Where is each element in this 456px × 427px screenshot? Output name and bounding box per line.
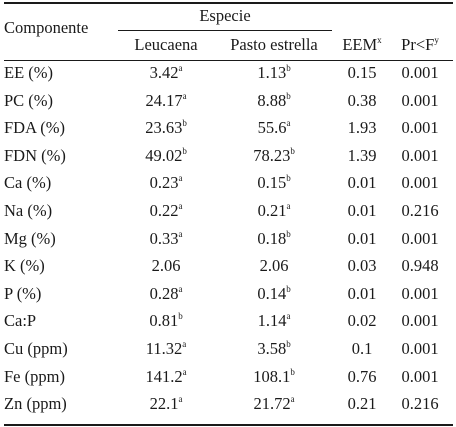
cell-pr-f: 0.001 [401,339,439,358]
cell-pr-f: 0.001 [401,63,439,82]
cell-leucaena: 0.28a [149,283,183,303]
cell-eem: 0.1 [351,339,373,358]
cell-pasto-estrella: 1.14a [257,310,291,330]
header-rule [4,60,453,61]
cell-componente: Zn (ppm) [4,394,67,413]
cell-leucaena: 23.63b [145,117,187,137]
cell-eem: 0.01 [347,229,377,248]
cell-leucaena: 0.22a [149,200,183,220]
cell-pr-f: 0.948 [401,256,439,275]
cell-pasto-estrella: 108.1b [253,366,295,386]
cell-pr-f: 0.001 [401,146,439,165]
header-componente: Componente [4,18,89,37]
cell-eem: 1.39 [347,146,377,165]
cell-componente: Fe (ppm) [4,367,65,386]
cell-componente: FDA (%) [4,118,65,137]
cell-leucaena: 0.81b [149,310,183,330]
especie-span-rule [118,30,332,31]
cell-pr-f: 0.001 [401,118,439,137]
cell-componente: Na (%) [4,201,53,220]
cell-componente: FDN (%) [4,146,66,165]
cell-eem: 0.01 [347,284,377,303]
cell-leucaena: 141.2a [145,366,187,386]
cell-pasto-estrella: 2.06 [259,256,289,275]
header-leucaena: Leucaena [134,35,198,54]
cell-pasto-estrella: 8.88b [257,90,291,110]
header-pasto-estrella: Pasto estrella [230,35,318,54]
cell-leucaena: 24.17a [145,90,187,110]
cell-leucaena: 0.23a [149,172,183,192]
cell-componente: Ca:P [4,311,37,330]
cell-eem: 0.01 [347,201,377,220]
cell-leucaena: 3.42a [149,62,183,82]
header-pr-f: Pr<Fy [401,34,439,54]
cell-componente: K (%) [4,256,45,275]
cell-pasto-estrella: 0.18b [257,228,291,248]
cell-pr-f: 0.001 [401,367,439,386]
header-especie: Especie [199,6,251,25]
cell-pr-f: 0.216 [401,201,439,220]
header-eem: EEMx [342,34,382,54]
cell-eem: 0.76 [347,367,377,386]
cell-pr-f: 0.001 [401,91,439,110]
cell-pr-f: 0.001 [401,173,439,192]
cell-pasto-estrella: 3.58b [257,338,291,358]
cell-leucaena: 22.1a [149,393,183,413]
cell-pr-f: 0.001 [401,229,439,248]
cell-componente: Ca (%) [4,173,52,192]
cell-pr-f: 0.001 [401,284,439,303]
cell-pasto-estrella: 0.14b [257,283,291,303]
cell-eem: 1.93 [347,118,377,137]
cell-eem: 0.38 [347,91,377,110]
nutrient-composition-table: Componente Especie Leucaena Pasto estrel… [4,0,453,427]
cell-pasto-estrella: 1.13b [257,62,291,82]
cell-eem: 0.15 [347,63,377,82]
cell-eem: 0.02 [347,311,377,330]
top-rule [4,2,453,4]
cell-leucaena: 2.06 [151,256,181,275]
cell-leucaena: 0.33a [149,228,183,248]
bottom-rule [4,424,453,426]
cell-componente: EE (%) [4,63,54,82]
cell-pasto-estrella: 21.72a [253,393,295,413]
cell-pr-f: 0.001 [401,311,439,330]
cell-leucaena: 49.02b [145,145,187,165]
cell-eem: 0.03 [347,256,377,275]
cell-eem: 0.01 [347,173,377,192]
cell-componente: P (%) [4,284,42,303]
cell-leucaena: 11.32a [145,338,187,358]
cell-componente: Cu (ppm) [4,339,68,358]
cell-pasto-estrella: 0.21a [257,200,291,220]
cell-componente: Mg (%) [4,229,56,248]
cell-pr-f: 0.216 [401,394,439,413]
cell-pasto-estrella: 0.15b [257,172,291,192]
cell-eem: 0.21 [347,394,377,413]
cell-pasto-estrella: 55.6a [257,117,291,137]
cell-componente: PC (%) [4,91,54,110]
cell-pasto-estrella: 78.23b [253,145,295,165]
